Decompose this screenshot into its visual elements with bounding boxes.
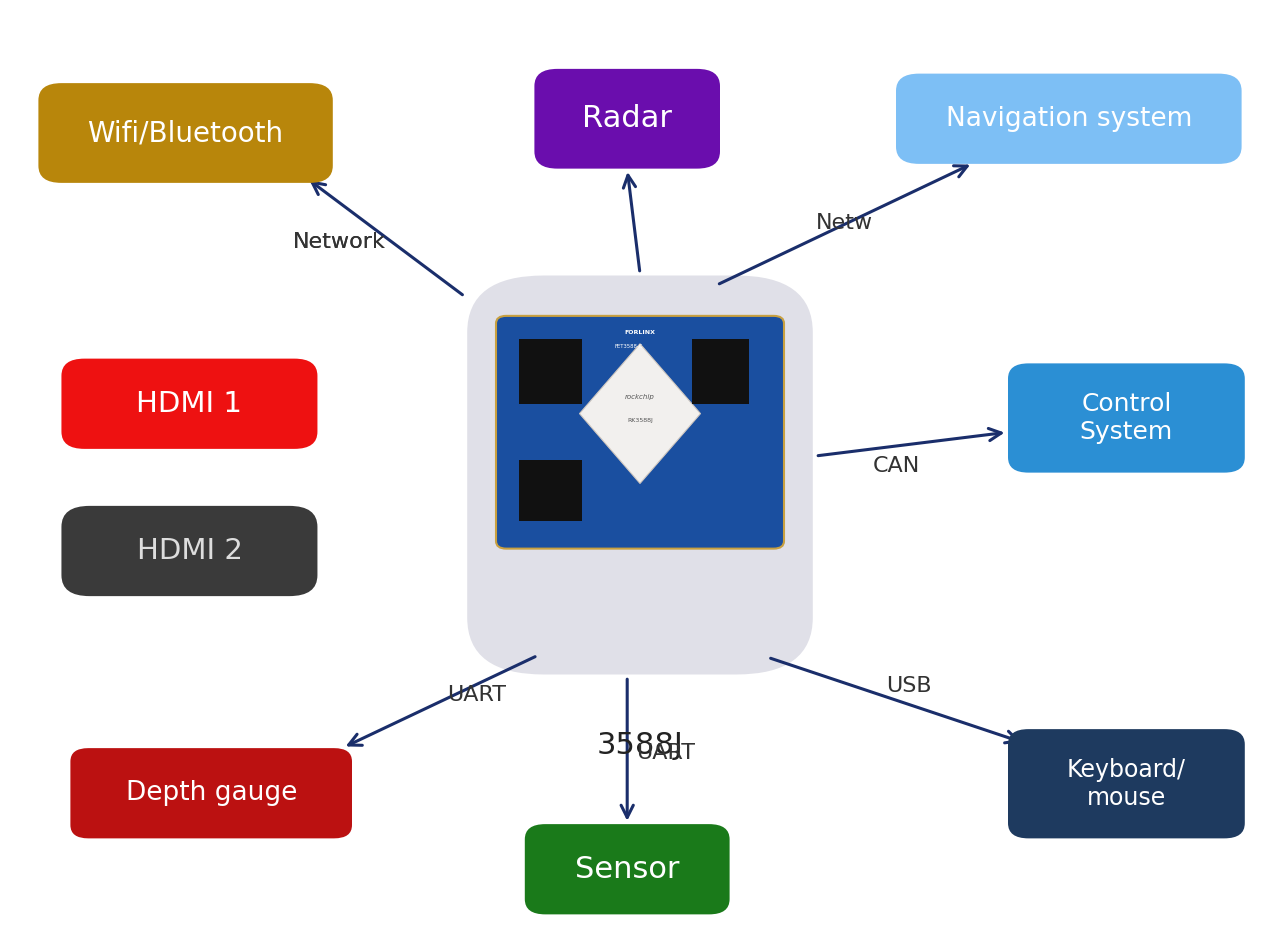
FancyBboxPatch shape <box>495 315 783 548</box>
FancyBboxPatch shape <box>520 460 582 521</box>
FancyBboxPatch shape <box>896 74 1242 163</box>
FancyBboxPatch shape <box>520 339 582 405</box>
Text: UART: UART <box>636 743 695 764</box>
Text: Network: Network <box>293 232 385 253</box>
FancyBboxPatch shape <box>61 505 317 597</box>
FancyBboxPatch shape <box>467 276 813 674</box>
Text: FORLINX: FORLINX <box>625 330 655 334</box>
FancyBboxPatch shape <box>70 749 352 839</box>
FancyBboxPatch shape <box>38 84 333 182</box>
Polygon shape <box>580 344 700 484</box>
Text: Sensor: Sensor <box>575 855 680 884</box>
Text: Keyboard/
mouse: Keyboard/ mouse <box>1068 758 1185 809</box>
FancyBboxPatch shape <box>61 359 317 449</box>
Text: RK3588J: RK3588J <box>627 418 653 423</box>
FancyBboxPatch shape <box>525 824 730 914</box>
Text: Navigation system: Navigation system <box>946 105 1192 132</box>
Text: rockchip: rockchip <box>625 394 655 400</box>
Text: Network: Network <box>293 232 385 253</box>
Text: FET3588-C: FET3588-C <box>614 344 643 349</box>
Text: 3588J: 3588J <box>596 732 684 760</box>
FancyBboxPatch shape <box>691 339 750 405</box>
Text: HDMI 1: HDMI 1 <box>137 390 242 418</box>
FancyBboxPatch shape <box>535 69 719 169</box>
Text: CAN: CAN <box>873 455 919 476</box>
Text: UART: UART <box>447 685 506 706</box>
FancyBboxPatch shape <box>1009 364 1244 472</box>
Text: USB: USB <box>886 675 932 696</box>
FancyBboxPatch shape <box>1009 730 1244 839</box>
Text: Wifi/Bluetooth: Wifi/Bluetooth <box>87 119 284 147</box>
Text: Depth gauge: Depth gauge <box>125 780 297 807</box>
Text: HDMI 2: HDMI 2 <box>137 537 242 565</box>
Text: Netw: Netw <box>817 213 873 234</box>
Text: Radar: Radar <box>582 104 672 133</box>
Text: Control
System: Control System <box>1080 392 1172 444</box>
